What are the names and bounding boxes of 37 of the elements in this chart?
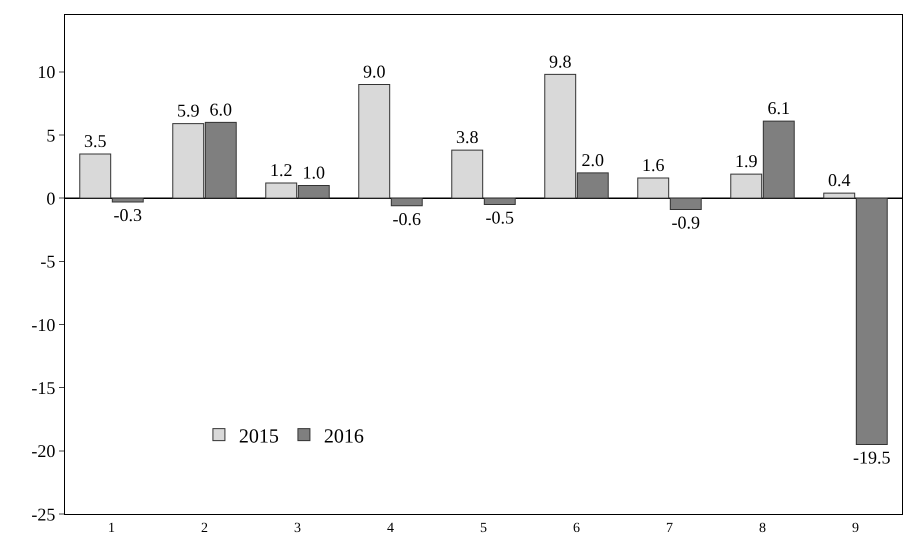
y-tick-label: 5	[46, 125, 56, 146]
y-tick-label: -15	[31, 378, 56, 398]
x-tick-label: 9	[852, 520, 859, 536]
x-tick-label: 8	[759, 520, 766, 536]
data-label: 9.8	[548, 51, 572, 72]
data-label: 6.1	[768, 98, 790, 118]
legend-label: 2015	[238, 425, 279, 448]
y-tick-label: -5	[40, 252, 56, 272]
legend-label: 2016	[324, 425, 364, 448]
data-label: 2.0	[582, 150, 604, 170]
y-tick-label: -25	[31, 504, 56, 524]
data-label: 1.0	[302, 162, 326, 183]
x-tick-label: 6	[573, 520, 580, 536]
data-label: 1.2	[270, 160, 292, 180]
data-label: -0.6	[392, 208, 422, 229]
x-tick-label: 3	[294, 520, 301, 536]
data-label: 0.4	[828, 170, 850, 190]
data-label: -19.5	[853, 448, 891, 468]
y-tick-label: 0	[46, 188, 56, 208]
data-label: 6.0	[210, 99, 232, 120]
data-label: 9.0	[362, 61, 386, 82]
data-label: 5.9	[176, 100, 200, 121]
x-tick-label: 7	[666, 520, 673, 536]
data-label: 3.8	[456, 127, 478, 148]
data-label: 1.6	[642, 154, 664, 175]
y-tick-label: 10	[37, 62, 56, 82]
x-tick-label: 2	[201, 520, 208, 536]
y-tick-label: -20	[31, 441, 56, 462]
x-tick-label: 5	[480, 520, 487, 536]
x-tick-label: 1	[108, 520, 115, 536]
data-label: -0.5	[486, 207, 514, 228]
data-label: -0.3	[114, 204, 142, 225]
data-label: 1.9	[734, 151, 758, 172]
data-label: -0.9	[672, 212, 700, 233]
x-tick-label: 4	[387, 520, 394, 536]
y-tick-label: -10	[31, 314, 56, 335]
data-label: 3.5	[84, 130, 106, 151]
